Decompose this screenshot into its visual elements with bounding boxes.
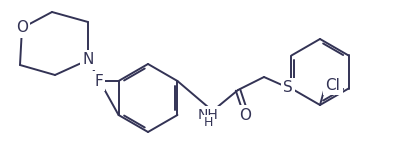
Text: O: O xyxy=(239,108,251,123)
Text: S: S xyxy=(283,81,293,96)
Text: NH: NH xyxy=(198,108,219,122)
Text: F: F xyxy=(94,74,103,89)
Text: Cl: Cl xyxy=(325,77,340,92)
Text: H: H xyxy=(203,117,213,129)
Text: N: N xyxy=(82,52,94,67)
Text: O: O xyxy=(16,21,28,36)
